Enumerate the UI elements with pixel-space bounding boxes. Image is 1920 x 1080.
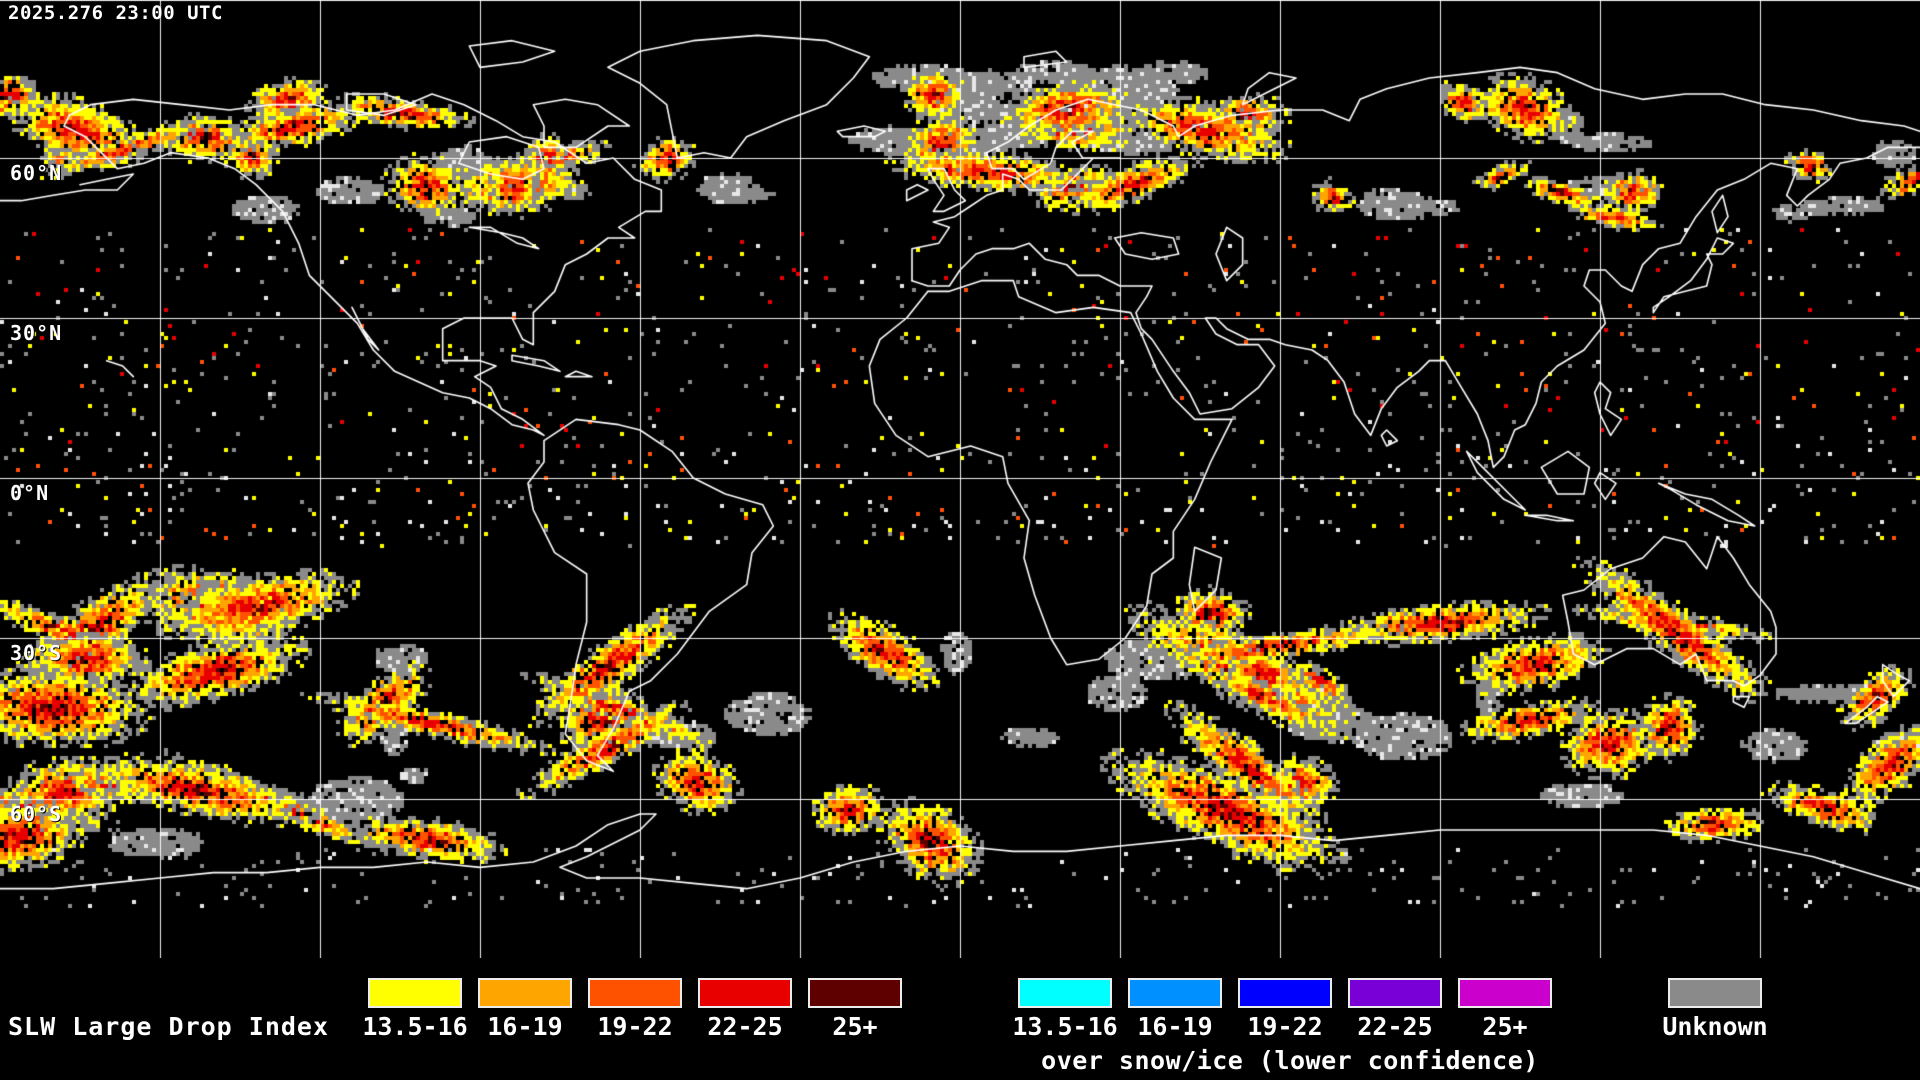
latitude-label: 60°S xyxy=(10,802,63,826)
legend-swatch-label: 19-22 xyxy=(597,1012,673,1041)
world-map-canvas xyxy=(0,0,1920,958)
legend-entry-snow-ice-3: 22-25 xyxy=(1340,978,1450,1041)
legend-swatch-label: Unknown xyxy=(1662,1012,1768,1041)
legend-swatch xyxy=(478,978,572,1008)
legend-swatch xyxy=(1458,978,1552,1008)
legend-swatch xyxy=(1238,978,1332,1008)
legend-swatch-label: 25+ xyxy=(1482,1012,1528,1041)
legend-entry-snow-ice-4: 25+ xyxy=(1450,978,1560,1041)
legend-bar: SLW Large Drop Index 13.5-16 16-19 19-22 22… xyxy=(0,960,1920,1080)
legend-title: SLW Large Drop Index xyxy=(8,1012,330,1041)
legend-entry-snow-ice-1: 16-19 xyxy=(1120,978,1230,1041)
legend-entry-unknown: Unknown xyxy=(1660,978,1770,1041)
legend-snow-ice-caption: over snow/ice (lower confidence) xyxy=(1041,1046,1539,1075)
legend-swatch-label: 22-25 xyxy=(707,1012,783,1041)
latitude-label: 30°S xyxy=(10,641,63,665)
legend-swatch xyxy=(368,978,462,1008)
legend-swatch xyxy=(1128,978,1222,1008)
legend-swatch-label: 25+ xyxy=(832,1012,878,1041)
legend-entry-snow-ice-2: 19-22 xyxy=(1230,978,1340,1041)
legend-swatch-label: 16-19 xyxy=(1137,1012,1213,1041)
legend-swatch-label: 13.5-16 xyxy=(1012,1012,1118,1041)
legend-swatch xyxy=(1348,978,1442,1008)
latitude-label: 30°N xyxy=(10,321,63,345)
legend-entry-standard-0: 13.5-16 xyxy=(360,978,470,1041)
legend-entry-standard-1: 16-19 xyxy=(470,978,580,1041)
legend-swatch xyxy=(1018,978,1112,1008)
legend-swatch xyxy=(1668,978,1762,1008)
legend-swatch-label: 16-19 xyxy=(487,1012,563,1041)
legend-entry-standard-2: 19-22 xyxy=(580,978,690,1041)
legend-entry-standard-4: 25+ xyxy=(800,978,910,1041)
latitude-label: 0°N xyxy=(10,481,50,505)
legend-swatch xyxy=(588,978,682,1008)
latitude-label: 60°N xyxy=(10,161,63,185)
legend-swatch-label: 19-22 xyxy=(1247,1012,1323,1041)
legend-swatch xyxy=(698,978,792,1008)
legend-swatch-label: 22-25 xyxy=(1357,1012,1433,1041)
legend-swatch xyxy=(808,978,902,1008)
legend-swatch-label: 13.5-16 xyxy=(362,1012,468,1041)
legend-entry-snow-ice-0: 13.5-16 xyxy=(1010,978,1120,1041)
legend-entry-standard-3: 22-25 xyxy=(690,978,800,1041)
timestamp: 2025.276 23:00 UTC xyxy=(8,2,223,24)
